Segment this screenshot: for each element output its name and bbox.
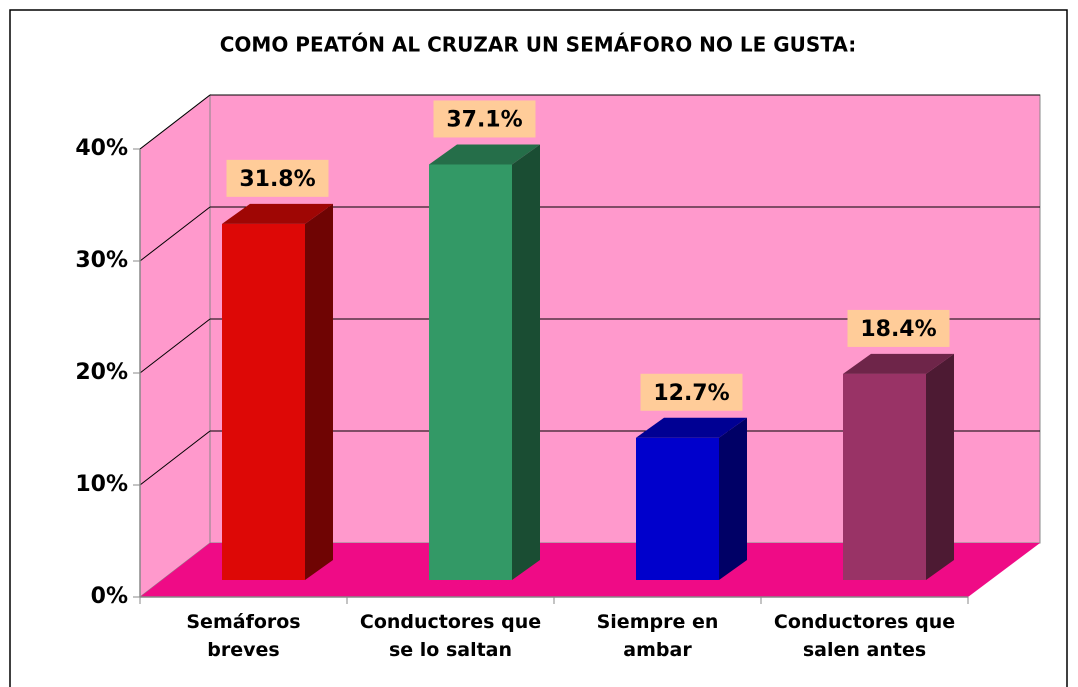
value-label-box [847,309,950,347]
value-label-box [226,159,329,197]
value-label: 31.8% [239,167,315,192]
y-tick-label: 0% [91,584,128,609]
bar-front [222,223,305,580]
y-tick-label: 40% [75,136,128,161]
bar-front [429,164,512,581]
bar [636,417,747,580]
y-tick-label: 10% [75,472,128,497]
bar [222,203,333,580]
bar-top [429,144,540,165]
x-tick-label: Conductores que salen antes [773,611,956,661]
grid-line [139,94,211,150]
bar [429,144,540,581]
bar-top [222,203,333,224]
bar-top [843,353,954,374]
x-tick-label: Conductores que se lo saltan [359,611,542,661]
value-label: 12.7% [653,381,729,406]
floor [140,543,1040,597]
bar-front [843,373,926,580]
value-label-box [433,100,536,138]
x-tick-label: Siempre en ambar [596,611,719,661]
y-tick-label: 20% [75,360,128,385]
bar [843,353,954,580]
chart-title: COMO PEATÓN AL CRUZAR UN SEMÁFORO NO LE … [220,33,856,57]
bar-side [926,353,954,580]
value-label-box [640,373,743,411]
bar-front [636,437,719,580]
bar-side [512,144,540,581]
y-tick-label: 30% [75,248,128,273]
bar-top [636,417,747,438]
x-tick-label: Semáforos breves [186,611,301,661]
grid-line [139,430,211,486]
grid-line [139,206,211,262]
value-label: 18.4% [860,317,936,342]
bar-side [719,417,747,580]
value-label: 37.1% [446,107,522,132]
grid-line [139,318,211,374]
bar-side [305,203,333,580]
